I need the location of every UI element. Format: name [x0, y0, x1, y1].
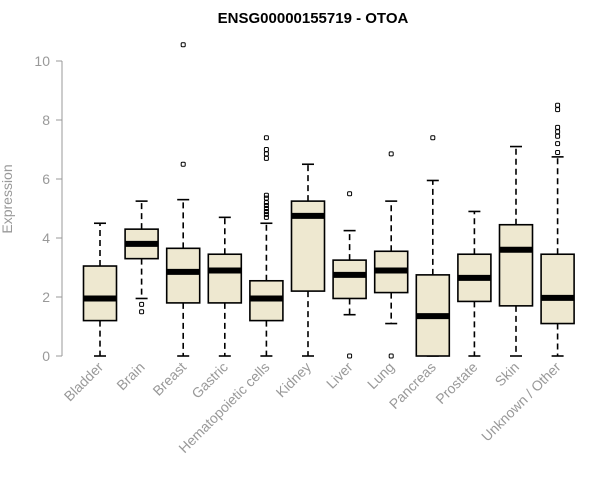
outlier-point [263, 151, 269, 157]
outlier-point [263, 192, 269, 198]
outlier-point [263, 147, 269, 152]
outlier-point [263, 135, 269, 141]
outlier-point [263, 206, 269, 211]
outlier-point [263, 155, 269, 161]
outlier-point [263, 203, 269, 209]
outlier-point [430, 135, 436, 141]
x-tick-label: Brain [113, 359, 147, 393]
box-rect [82, 265, 118, 322]
box-unknown-other [540, 102, 575, 357]
box-rect [207, 253, 243, 304]
y-tick-label: 8 [42, 112, 50, 128]
chart-title: ENSG00000155719 - OTOA [218, 10, 409, 27]
outlier-point [263, 208, 269, 214]
outlier-point [555, 133, 561, 139]
box-bladder [82, 222, 118, 357]
y-tick-label: 10 [34, 53, 50, 69]
box-prostate [457, 210, 492, 357]
x-tick-label: Skin [492, 359, 523, 390]
x-tick-label: Liver [323, 359, 356, 392]
box-gastric [207, 216, 243, 357]
box-rect [498, 223, 534, 307]
outlier-point [347, 191, 353, 197]
outlier-point [180, 42, 186, 48]
outlier-point [263, 195, 269, 201]
outlier-point [180, 161, 186, 167]
box-pancreas [415, 135, 451, 357]
outlier-point [388, 151, 394, 157]
outlier-point [388, 353, 394, 359]
boxes-group [82, 42, 575, 359]
y-tick-label: 2 [42, 289, 50, 305]
y-tick-label: 6 [42, 171, 50, 187]
y-axis: 0 2 4 6 8 10 [34, 53, 63, 364]
outlier-point [347, 353, 353, 359]
outlier-point [555, 124, 561, 130]
outlier-point [555, 129, 561, 135]
outlier-point [263, 214, 269, 220]
y-tick-label: 4 [42, 230, 50, 246]
box-breast [165, 42, 201, 357]
outlier-point [139, 301, 145, 307]
y-tick-label: 0 [42, 348, 50, 364]
x-tick-label: Lung [364, 359, 397, 392]
box-kidney [290, 163, 326, 357]
x-tick-label: Prostate [432, 359, 480, 407]
box-lung [373, 151, 409, 359]
box-hematopoietic-cells [249, 135, 284, 357]
box-liver [332, 191, 367, 359]
box-brain [124, 200, 159, 315]
box-rect [332, 259, 367, 300]
box-skin [498, 145, 534, 357]
x-tick-label: Kidney [273, 359, 315, 401]
x-tick-label: Breast [149, 359, 189, 399]
outlier-point [555, 141, 561, 147]
outlier-point [555, 149, 561, 155]
outlier-point [555, 107, 561, 113]
box-rect [165, 247, 201, 304]
x-tick-label: Bladder [61, 359, 107, 405]
outlier-point [139, 309, 145, 315]
outlier-point [263, 211, 269, 217]
outlier-point [555, 102, 561, 108]
x-tick-label: Unknown / Other [478, 359, 564, 445]
box-rect [540, 253, 575, 325]
y-axis-label: Expression [0, 164, 15, 233]
